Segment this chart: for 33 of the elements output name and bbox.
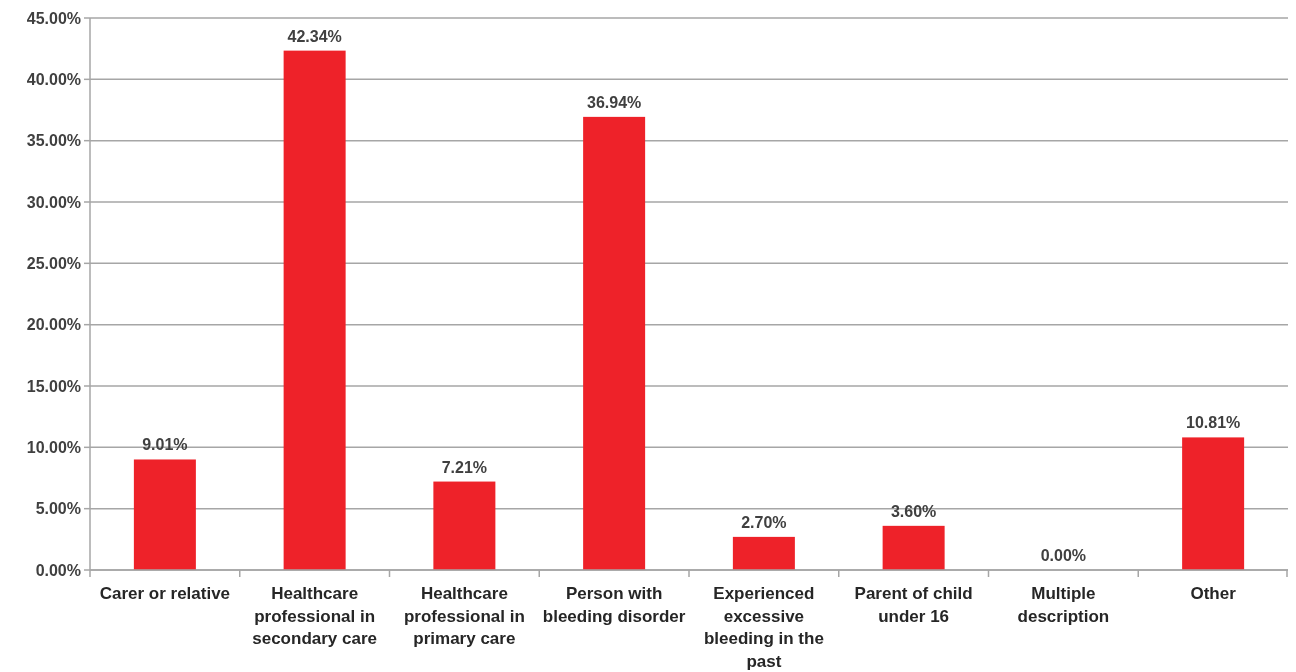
data-label: 0.00%	[1040, 547, 1087, 564]
y-tick-label: 25.00%	[26, 254, 81, 272]
y-tick-label: 40.00%	[26, 70, 81, 88]
bar	[1182, 437, 1245, 570]
y-tick-label: 0.00%	[35, 561, 81, 579]
data-label: 3.60%	[890, 502, 937, 520]
data-label: 36.94%	[586, 93, 642, 111]
data-label: 9.01%	[142, 436, 188, 454]
bar	[133, 459, 196, 570]
bar	[283, 50, 346, 570]
x-tick-label: Multiple description	[1017, 584, 1110, 626]
bar	[882, 525, 945, 570]
x-tick-label: Healthcare professional in primary care	[403, 584, 525, 648]
bar	[583, 116, 646, 570]
x-tick-label: Other	[1190, 584, 1237, 603]
y-tick-label: 10.00%	[26, 438, 81, 456]
y-tick-label: 45.00%	[26, 9, 81, 27]
y-tick-label: 15.00%	[26, 377, 81, 395]
x-tick-label: Healthcare professional in secondary care	[252, 584, 377, 648]
y-tick-label: 30.00%	[26, 193, 81, 211]
x-tick-label: Carer or relative	[99, 584, 231, 603]
bar	[732, 536, 795, 570]
bar	[433, 481, 496, 570]
data-label: 42.34%	[287, 27, 342, 45]
y-tick-label: 20.00%	[26, 316, 81, 334]
data-label: 7.21%	[441, 458, 488, 476]
data-label: 10.81%	[1185, 414, 1241, 432]
x-tick-label: Parent of child under 16	[854, 584, 973, 626]
data-label: 2.70%	[741, 513, 787, 531]
x-tick-label: Experienced excessive bleeding in the past	[703, 584, 824, 671]
y-tick-label: 35.00%	[26, 132, 81, 150]
x-tick-label: Person with bleeding disorder	[542, 584, 686, 626]
y-tick-label: 5.00%	[35, 500, 81, 518]
